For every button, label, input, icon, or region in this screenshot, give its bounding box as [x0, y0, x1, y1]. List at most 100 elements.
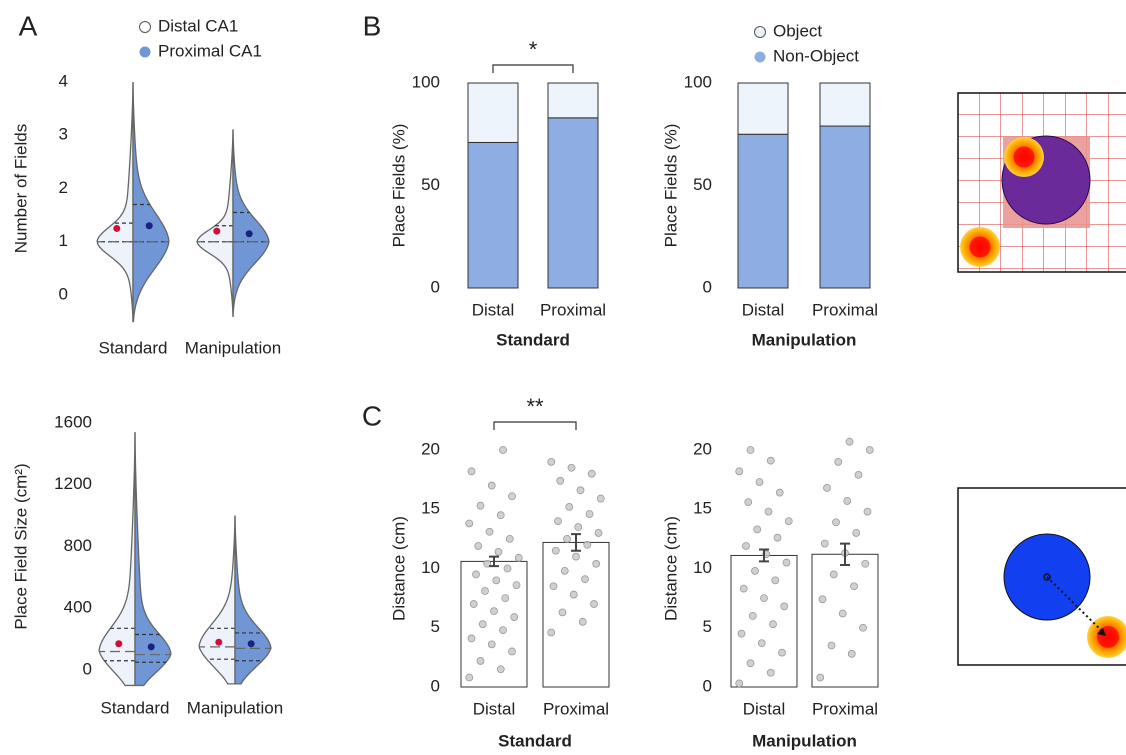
y-tick-label: 0	[59, 284, 68, 303]
legend-marker	[754, 26, 766, 38]
y-axis-label: Distance (cm)	[661, 516, 680, 621]
y-tick-label: 3	[59, 125, 68, 144]
data-point	[816, 673, 825, 682]
data-point	[766, 456, 775, 465]
data-point	[859, 623, 867, 632]
violin-half	[134, 432, 172, 687]
data-point	[490, 607, 498, 616]
y-tick-label: 1600	[54, 412, 92, 431]
data-point	[556, 476, 565, 485]
data-point	[505, 534, 514, 543]
y-tick-label: 800	[64, 536, 92, 555]
y-tick-label: 20	[421, 439, 440, 458]
bar-segment	[467, 141, 519, 289]
data-point	[565, 502, 574, 511]
data-point	[737, 629, 746, 638]
y-tick-label: 2	[59, 178, 68, 197]
data-point	[838, 609, 847, 618]
data-point	[485, 527, 494, 536]
data-point	[748, 612, 757, 620]
error-bar	[489, 555, 499, 568]
y-axis-label: Number of Fields	[11, 124, 30, 253]
data-point	[585, 510, 594, 518]
data-point	[499, 446, 507, 454]
data-point	[551, 546, 560, 555]
mean-dot	[247, 640, 255, 648]
data-point	[746, 659, 755, 668]
data-point	[563, 534, 571, 543]
y-tick-label: 1200	[54, 474, 92, 493]
data-point	[764, 507, 773, 516]
data-point	[581, 575, 589, 584]
data-point	[775, 488, 784, 497]
x-tick-label: Proximal	[540, 300, 606, 319]
data-point	[572, 552, 580, 561]
violin-half	[132, 81, 170, 323]
error-bar	[759, 548, 769, 563]
y-tick-label: 4	[59, 71, 68, 90]
mean-dot	[145, 222, 153, 230]
data-point	[472, 570, 480, 579]
data-point	[782, 558, 791, 567]
y-axis-label: Place Field Size (cm²)	[11, 463, 30, 629]
y-axis-label: Distance (cm)	[389, 516, 408, 621]
y-axis-label: Place Fields (%)	[389, 124, 408, 248]
y-tick-label: 5	[703, 617, 712, 636]
data-point	[494, 548, 503, 556]
data-point	[755, 478, 764, 486]
data-point	[496, 511, 505, 520]
bar-segment	[547, 117, 599, 289]
data-point	[843, 497, 852, 505]
bar-segment	[547, 82, 599, 119]
data-point	[474, 542, 483, 550]
legend-label: Proximal CA1	[158, 41, 262, 60]
x-tick-label: Proximal	[812, 699, 878, 718]
y-tick-label: 15	[421, 499, 440, 518]
violin-half	[96, 81, 134, 322]
data-point	[592, 559, 601, 568]
x-tick-label: Standard	[101, 698, 170, 717]
error-bar	[571, 533, 581, 552]
mean-dot	[147, 643, 155, 651]
panel-label: B	[363, 10, 382, 41]
y-tick-label: 1	[59, 231, 68, 250]
data-point	[850, 582, 858, 591]
violin-half	[98, 432, 136, 687]
bar	[730, 554, 798, 688]
y-tick-label: 0	[431, 676, 440, 695]
panel-label: C	[362, 400, 382, 431]
x-tick-label: Distal	[473, 699, 516, 718]
y-axis-label: Place Fields (%)	[661, 124, 680, 248]
y-tick-label: 10	[421, 558, 440, 577]
y-tick-label: 0	[83, 659, 92, 678]
x-axis-label: Standard	[496, 330, 570, 349]
data-point	[569, 590, 578, 599]
x-tick-label: Distal	[743, 699, 786, 718]
x-axis-label: Standard	[498, 731, 572, 750]
legend-label: Distal CA1	[158, 16, 238, 35]
significance-bracket	[493, 421, 577, 430]
violin-half	[234, 515, 272, 685]
legend-label: Non-Object	[773, 46, 859, 65]
data-point	[549, 582, 558, 591]
bar	[811, 553, 879, 688]
data-point	[547, 457, 556, 466]
x-tick-label: Proximal	[812, 300, 878, 319]
data-point	[784, 517, 793, 525]
mean-dot	[215, 638, 223, 646]
data-point	[487, 640, 496, 649]
data-point	[751, 566, 759, 575]
x-tick-label: Standard	[99, 338, 168, 357]
data-point	[735, 679, 744, 688]
x-tick-label: Proximal	[543, 699, 609, 718]
data-point	[576, 486, 585, 495]
data-point	[469, 600, 478, 608]
mean-dot	[113, 224, 121, 232]
data-point	[766, 668, 775, 677]
data-point	[832, 518, 840, 527]
data-point	[742, 542, 750, 550]
data-point	[757, 639, 766, 648]
data-point	[744, 498, 753, 507]
bar-segment	[737, 133, 789, 289]
